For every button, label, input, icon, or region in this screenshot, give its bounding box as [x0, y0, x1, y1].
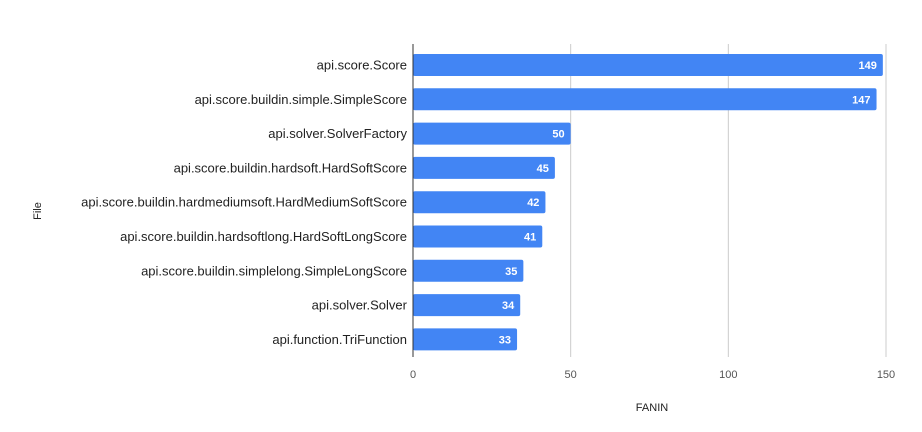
- x-tick-labels: 0 50 100 150: [410, 369, 895, 381]
- category-label: api.function.TriFunction: [272, 332, 407, 347]
- category-label: api.solver.Solver: [312, 298, 408, 313]
- category-label: api.score.buildin.hardmediumsoft.HardMed…: [81, 195, 407, 210]
- x-tick-label: 150: [877, 369, 895, 381]
- value-label: 35: [505, 266, 517, 278]
- x-tick-label: 50: [565, 369, 577, 381]
- category-label: api.score.buildin.simple.SimpleScore: [195, 92, 407, 107]
- x-tick-label: 100: [719, 369, 737, 381]
- bar: [413, 259, 524, 282]
- bar: [413, 122, 571, 145]
- category-label: api.score.buildin.simplelong.SimpleLongS…: [141, 263, 407, 278]
- category-labels: api.score.Score api.score.buildin.simple.…: [81, 58, 408, 347]
- bar: [413, 294, 521, 317]
- value-label: 147: [852, 94, 870, 106]
- category-label: api.score.buildin.hardsoftlong.HardSoftL…: [120, 229, 407, 244]
- x-tick-label: 0: [410, 369, 416, 381]
- value-label: 45: [537, 163, 549, 175]
- bar: [413, 54, 883, 76]
- bar: [413, 156, 555, 179]
- value-label: 149: [858, 60, 876, 72]
- x-axis-title: FANIN: [636, 402, 668, 414]
- value-label: 42: [527, 197, 539, 209]
- value-label: 41: [524, 232, 536, 244]
- y-axis-title: File: [32, 202, 44, 220]
- bars: [413, 54, 883, 351]
- value-label: 34: [502, 300, 515, 312]
- bar: [413, 191, 546, 214]
- value-labels: 149 147 50 45 42 41 35 34 33: [499, 60, 877, 346]
- value-label: 33: [499, 334, 511, 346]
- value-label: 50: [552, 129, 564, 141]
- category-label: api.score.Score: [317, 58, 407, 73]
- bar: [413, 328, 518, 351]
- bar: [413, 88, 877, 111]
- category-label: api.score.buildin.hardsoft.HardSoftScore: [174, 160, 407, 175]
- category-label: api.solver.SolverFactory: [268, 126, 407, 141]
- bar: [413, 225, 543, 248]
